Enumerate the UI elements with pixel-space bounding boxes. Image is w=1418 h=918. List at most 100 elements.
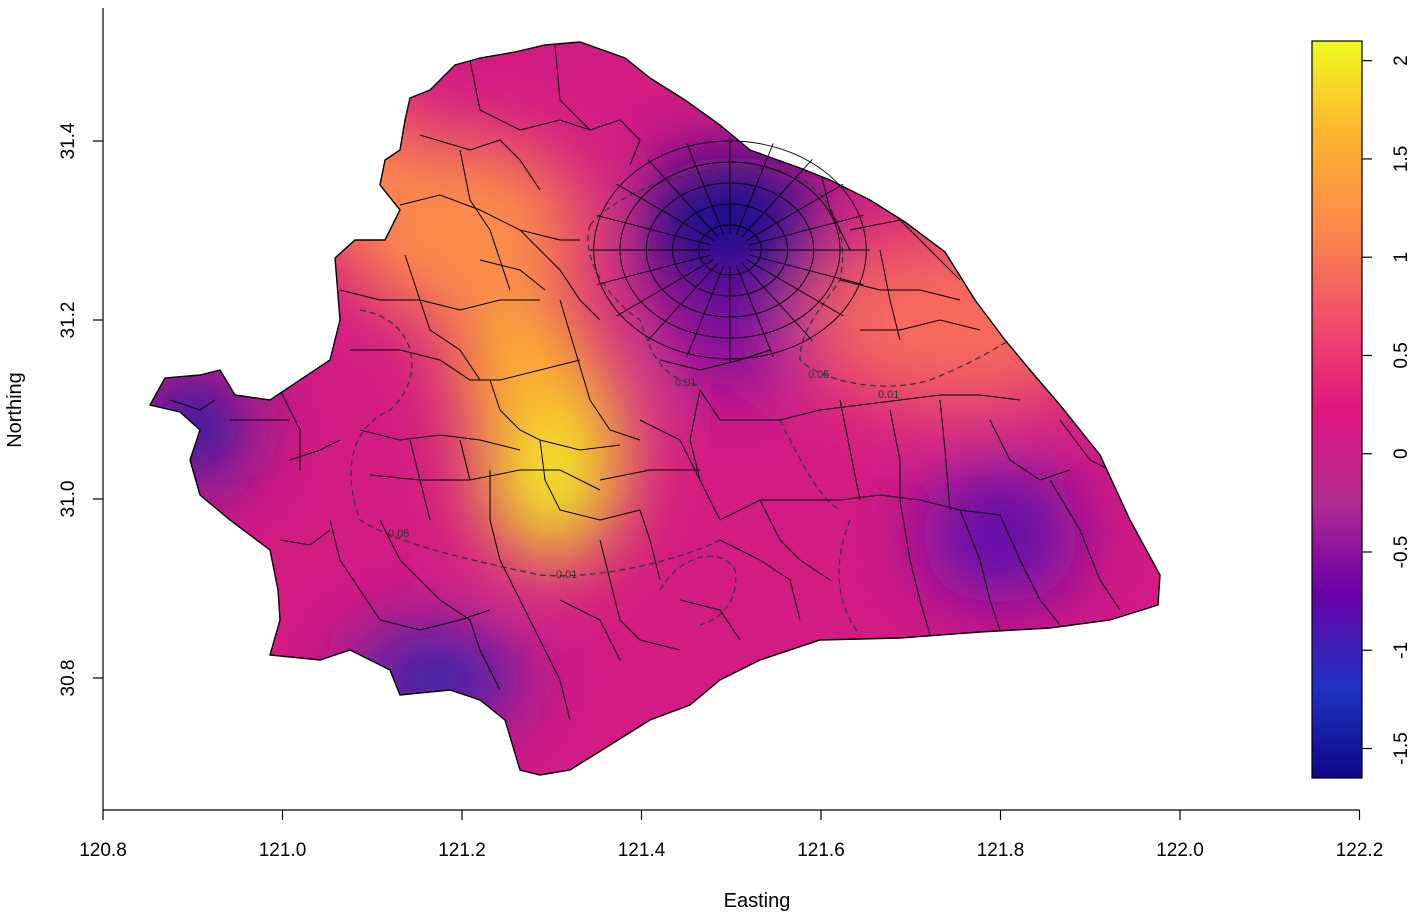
heat-hotspot <box>454 294 595 435</box>
district-line <box>849 219 961 281</box>
district-line <box>339 289 540 311</box>
contour-label: 0.05 <box>808 369 829 381</box>
core-spoke <box>748 214 864 246</box>
district-line <box>350 349 581 381</box>
x-tick-label: 122.2 <box>1336 840 1384 861</box>
district-line <box>419 134 541 191</box>
core-spoke <box>596 214 712 246</box>
core-spoke <box>745 259 844 317</box>
heat-hotspot <box>350 633 521 723</box>
colorbar-tick-label: 0.5 <box>1391 342 1412 368</box>
district-line <box>689 389 701 481</box>
core-spoke <box>686 143 725 235</box>
urban-core-districts <box>590 138 870 362</box>
district-line <box>279 389 301 470</box>
colorbar-tick-label: 2 <box>1391 55 1412 66</box>
x-tick-label: 121.8 <box>977 840 1025 861</box>
colorbar-tick-label: 1.5 <box>1391 146 1412 172</box>
contour-line <box>838 519 861 636</box>
colorbar-tick-label: -1 <box>1391 642 1412 659</box>
y-tick-label: 30.8 <box>58 660 79 697</box>
district-line <box>399 194 580 241</box>
district-line <box>379 519 441 601</box>
district-line <box>899 499 931 636</box>
district-line <box>639 509 661 581</box>
district-line <box>959 509 1001 631</box>
district-line <box>639 419 800 521</box>
district-line <box>519 229 601 321</box>
district-line <box>539 439 641 521</box>
contour-label: 0.01 <box>878 389 899 401</box>
core-spoke <box>748 254 864 286</box>
colorbar-tick-label: -0.5 <box>1391 536 1412 569</box>
district-line <box>879 249 901 341</box>
color-legend: -1.5 -1 -0.5 0 0.5 1 1.5 2 <box>1311 40 1412 779</box>
core-spoke <box>596 254 712 286</box>
x-tick-label: 120.8 <box>79 840 127 861</box>
colorbar-gradient <box>1311 40 1363 779</box>
x-tick-label: 121.6 <box>797 840 845 861</box>
y-axis-title: Northing <box>4 372 26 448</box>
x-tick-label: 121.2 <box>438 840 486 861</box>
district-line <box>839 279 961 301</box>
heat-field <box>150 42 1160 775</box>
colorbar-tick-label: -1.5 <box>1391 732 1412 765</box>
contour-line <box>659 555 737 626</box>
heat-hotspot <box>920 464 1081 605</box>
district-line <box>759 499 831 581</box>
contour-label: 0.01 <box>675 377 696 389</box>
x-axis-title: Easting <box>724 890 791 912</box>
core-spoke <box>616 183 715 241</box>
core-spoke <box>647 159 719 238</box>
core-spoke <box>735 143 774 235</box>
district-line <box>659 349 771 371</box>
district-line <box>379 609 491 631</box>
district-line <box>779 394 1021 421</box>
district-line <box>169 399 216 411</box>
core-spoke <box>741 159 813 238</box>
contour-line <box>779 419 841 511</box>
y-tick-label: 31.2 <box>58 302 79 339</box>
district-line <box>459 439 471 481</box>
district-line <box>1049 479 1121 611</box>
core-spoke <box>647 262 719 341</box>
district-line <box>489 470 501 561</box>
heat-hotspot <box>636 155 827 306</box>
district-line <box>699 389 780 421</box>
x-tick-label: 122.0 <box>1156 840 1204 861</box>
district-line <box>489 379 621 451</box>
district-line <box>599 469 700 481</box>
x-tick-label: 121.0 <box>259 840 307 861</box>
district-line <box>469 59 641 166</box>
contour-line <box>350 309 721 577</box>
district-line <box>939 399 951 511</box>
y-axis: 30.8 31.0 31.2 31.4 <box>58 8 104 810</box>
district-line <box>499 559 571 721</box>
district-line <box>559 599 621 661</box>
district-line <box>999 514 1061 626</box>
district-line <box>369 469 601 491</box>
district-line <box>860 319 981 331</box>
colorbar-tick-label: 1 <box>1391 252 1412 263</box>
significance-contours <box>350 167 1011 636</box>
core-spoke <box>745 183 844 241</box>
district-line <box>599 539 681 651</box>
district-line <box>719 539 801 621</box>
district-line <box>404 254 481 381</box>
district-line <box>889 409 901 500</box>
core-spoke <box>686 265 725 357</box>
district-line <box>329 519 381 621</box>
x-axis: 120.8 121.0 121.2 121.4 121.6 121.8 122.0 122.2 <box>79 809 1384 861</box>
district-line <box>359 429 521 451</box>
district-line <box>409 439 431 521</box>
y-tick-label: 31.4 <box>58 122 79 159</box>
core-spoke <box>735 265 774 357</box>
contour-label: 0.05 <box>388 528 409 540</box>
y-tick-label: 31.0 <box>58 481 79 518</box>
district-line <box>459 149 511 291</box>
district-line <box>679 599 741 641</box>
heat-hotspot <box>342 140 582 321</box>
core-spoke <box>616 259 715 317</box>
district-line <box>554 44 591 131</box>
